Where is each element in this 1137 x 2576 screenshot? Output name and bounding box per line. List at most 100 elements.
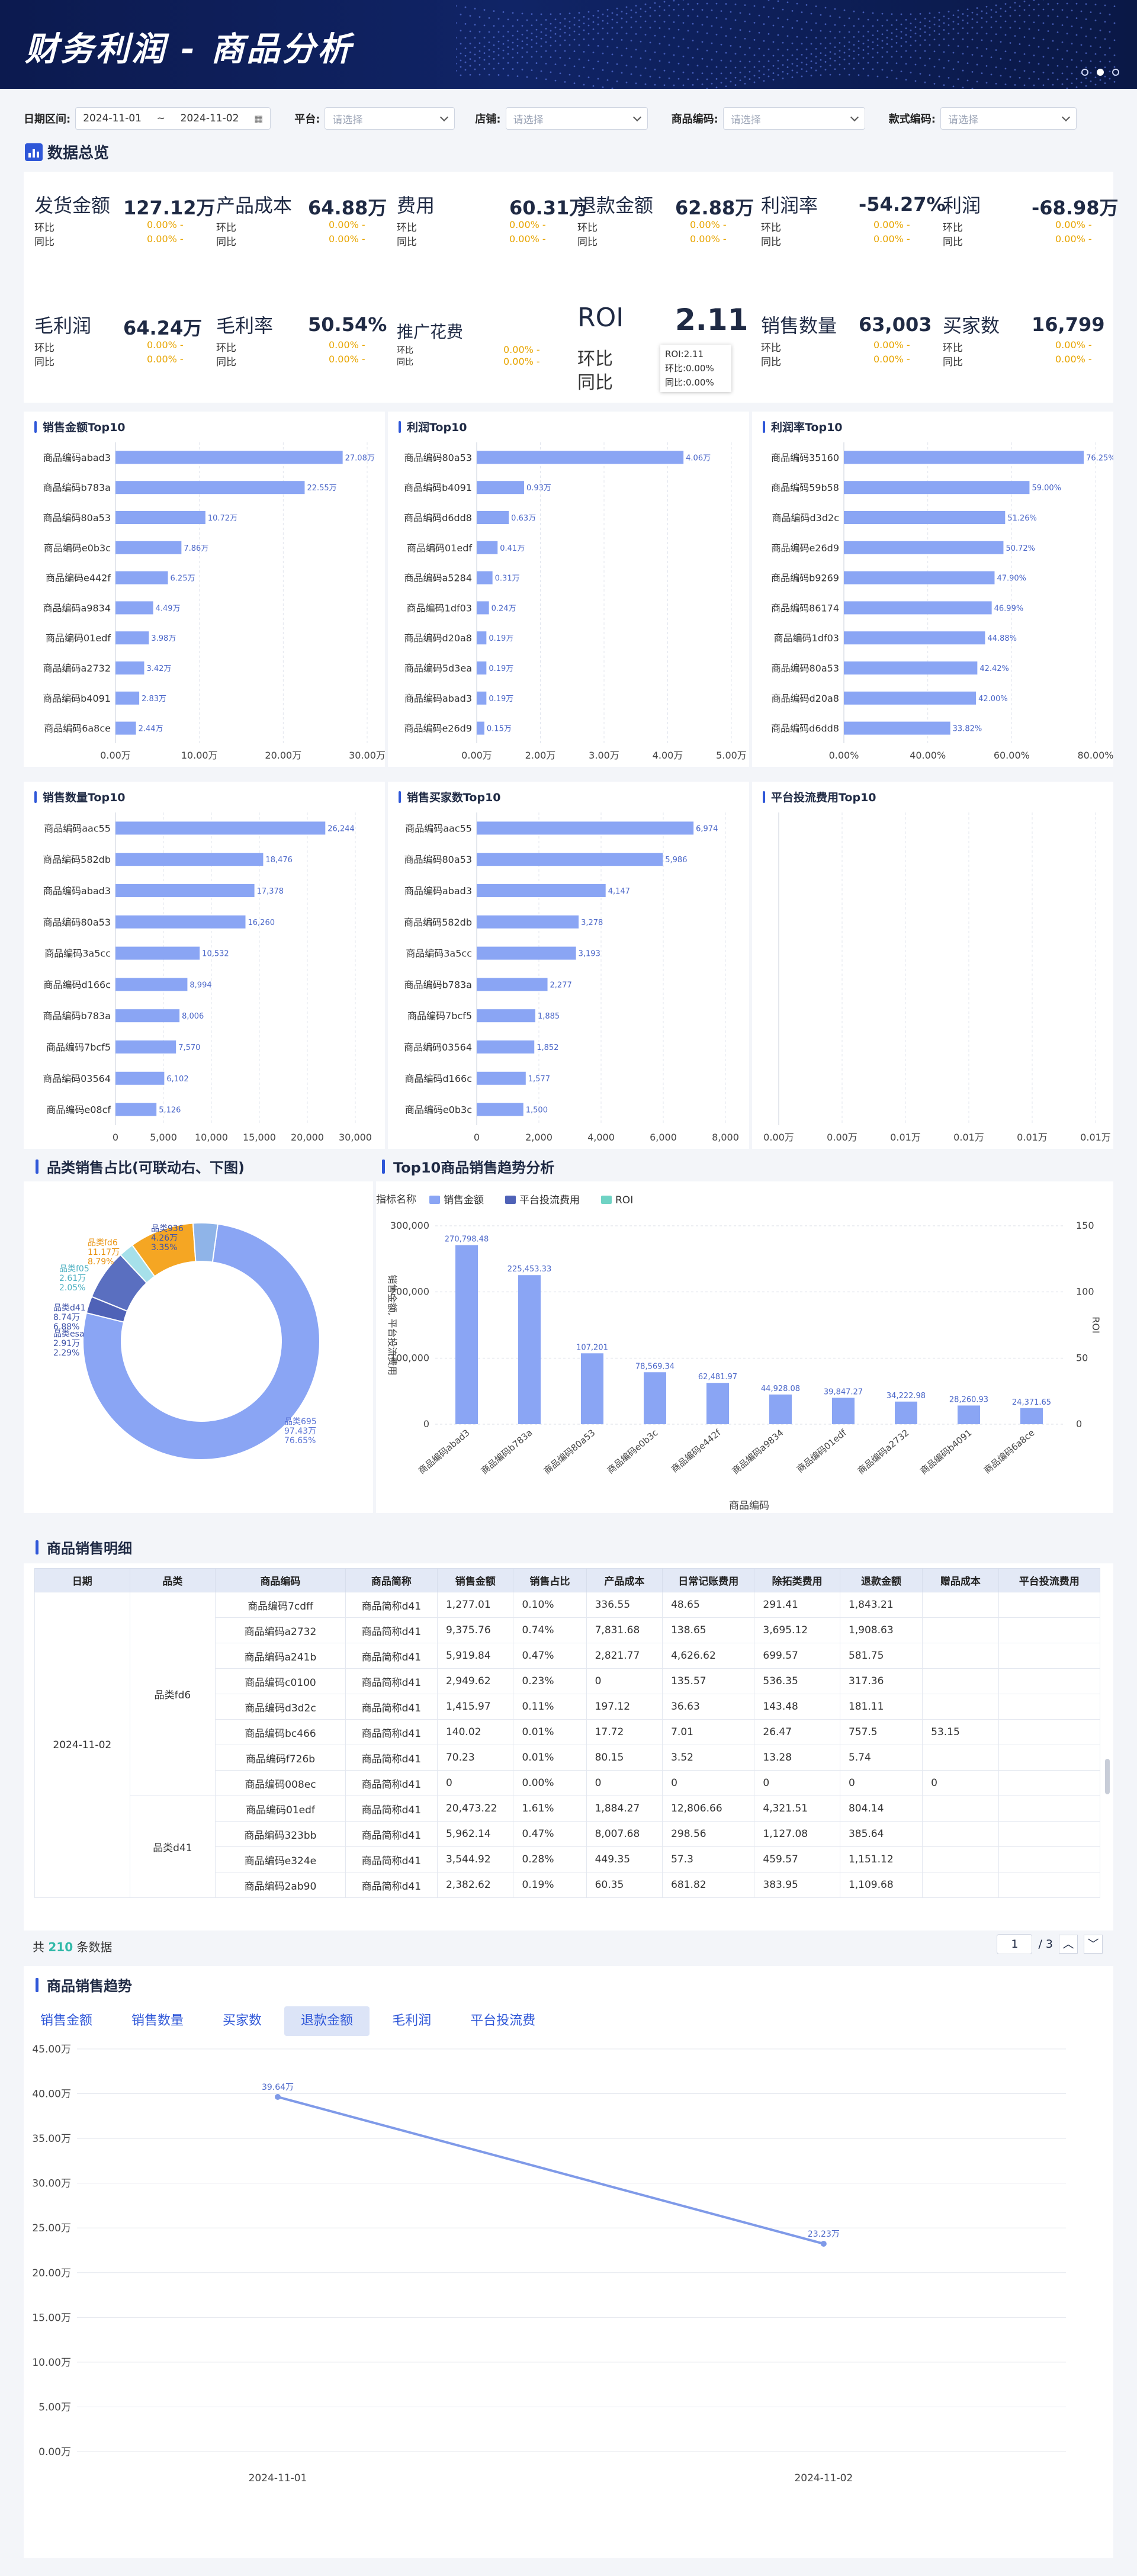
platform-select[interactable]: 请选择 [325,107,455,130]
table-cell: 商品编码f726b [215,1745,346,1771]
table-header-cell[interactable]: 除拓类费用 [754,1568,840,1592]
style-code-select[interactable]: 请选择 [940,107,1077,130]
x-tick-label: 0.00% [829,750,859,761]
kpi-label: 利润 [943,194,981,217]
table-header-cell[interactable]: 赠品成本 [922,1568,999,1592]
table-row[interactable]: 商品编码323bb 商品简称d41 5,962.14 0.47% 8,007.68 298… [35,1821,1100,1847]
trend-tab[interactable]: 买家数 [223,2013,262,2028]
table-header-cell[interactable]: 退款金额 [839,1568,923,1592]
kpi-tongbi-label: 同比 [397,236,417,248]
x-tick-label: 商品编码6a8ce [982,1427,1037,1476]
y-tick-label: 商品编码b9269 [771,573,839,584]
carousel-dot[interactable] [1112,69,1119,76]
trend-tab[interactable]: 销售数量 [131,2013,184,2028]
kpi-value: 50.54% [308,313,387,336]
table-cell: 26.47 [754,1719,840,1745]
kpi-tongbi-label: 同比 [216,356,236,368]
bar-label: 62,481.97 [698,1373,737,1382]
table-row[interactable]: 商品编码d3d2c 商品简称d41 1,415.97 0.11% 197.12 36.63… [35,1694,1100,1720]
bar [477,821,694,835]
page-next-button[interactable]: ﹀ [1084,1935,1103,1954]
pie-label-value: 11.17万 [88,1248,120,1257]
pie-label-pct: 76.65% [284,1436,316,1446]
bar-label: 0.19万 [489,664,513,673]
kpi-value: -54.27% [859,193,946,216]
carousel-dot-active[interactable] [1097,69,1104,76]
table-header-cell[interactable]: 产品成本 [586,1568,663,1592]
shop-select[interactable]: 请选择 [505,107,648,130]
table-row[interactable]: 商品编码c0100 商品简称d41 2,949.62 0.23% 0 135.57 536.… [35,1668,1100,1694]
bar-label: 0.19万 [489,695,513,704]
table-header-cell[interactable]: 日期 [34,1568,130,1592]
y-tick-label: 商品编码b783a [404,979,472,990]
table-row[interactable]: 商品编码a241b 商品简称d41 5,919.84 0.47% 2,821.77 4,6… [35,1643,1100,1669]
x-tick-label: 0.01万 [1080,1132,1111,1143]
table-row[interactable]: 商品编码bc466 商品简称d41 140.02 0.01% 17.72 7.01 26.4… [35,1719,1100,1745]
trend-tab[interactable]: 毛利润 [392,2013,432,2028]
chevron-down-icon [850,113,859,121]
table-header-cell[interactable]: 品类 [129,1568,216,1592]
bar [455,1245,478,1424]
kpi-value: 64.24万 [123,317,203,339]
bar [115,884,255,897]
chevron-down-icon [632,113,641,121]
pie-label-name: 品类695 [284,1417,317,1427]
bar-label: 27.08万 [345,454,375,462]
page-total: / 3 [1038,1938,1053,1951]
table-cell [922,1617,999,1643]
point-label: 23.23万 [808,2230,840,2239]
table-cell: 0.47% [513,1643,587,1669]
table-header-cell[interactable]: 商品编码 [215,1568,346,1592]
table-cell: 181.11 [839,1694,923,1720]
table-cell: 商品简称d41 [345,1872,438,1898]
table-row[interactable]: 商品编码f726b 商品简称d41 70.23 0.01% 80.15 3.52 13.28… [35,1745,1100,1771]
page-prev-button[interactable]: ︿ [1059,1935,1078,1954]
trend-tab[interactable]: 退款金额 [284,2006,370,2036]
table-cell: 70.23 [436,1745,514,1771]
table-header-cell[interactable]: 销售金额 [436,1568,514,1592]
bar-label: 8,006 [182,1012,204,1021]
table-row[interactable]: 商品编码e324e 商品简称d41 3,544.92 0.28% 449.35 57.3 4… [35,1846,1100,1872]
pagination: 1 / 3 ︿ ﹀ [997,1934,1103,1954]
table-row[interactable]: 商品编码a2732 商品简称d41 9,375.76 0.74% 7,831.68 138… [35,1617,1100,1643]
table-row[interactable]: 2024-11-02 品类fd6 商品编码7cdff 商品简称d41 1,277.01 0… [34,1592,1100,1898]
bar-label: 24,371.65 [1012,1398,1051,1407]
detail-table-wrap[interactable]: 日期 品类 商品编码 商品简称 销售金额 销售占比 产品成本 日常记账费用 除拓类费用 退款金额赠… [34,1568,1100,1923]
table-header-cell[interactable]: 商品简称 [345,1568,438,1592]
trend-tab[interactable]: 销售金额 [40,2013,93,2028]
y-tick-label: 商品编码abad3 [43,885,111,897]
kpi-label: 发货金额 [34,194,111,217]
page-input[interactable]: 1 [997,1934,1033,1954]
table-cell: 0.00% [513,1770,587,1796]
bar [115,853,264,866]
bar [477,853,663,866]
kpi-tongbi-label: 同比 [577,236,598,248]
y-tick-label: 25.00万 [32,2222,71,2234]
table-row[interactable]: 商品编码2ab90 商品简称d41 2,382.62 0.19% 60.35 681.82… [35,1872,1100,1898]
bar [844,511,1006,524]
table-header-cell[interactable]: 平台投流费用 [998,1568,1100,1592]
table-header-cell[interactable]: 日常记账费用 [662,1568,755,1592]
y-tick-label: 商品编码5d3ea [404,663,472,674]
date-range-picker[interactable]: 2024-11-01 ~ 2024-11-02 ▦ [75,107,271,130]
detail-table-card: 日期 品类 商品编码 商品简称 销售金额 销售占比 产品成本 日常记账费用 除拓类费用 退款金额赠… [24,1563,1113,1931]
legend-item: 销售金额 [444,1194,484,1206]
y-tick-label: 商品编码e442f [46,573,111,584]
table-header-cell[interactable]: 销售占比 [513,1568,587,1592]
kpi-huanbi-value: 0.00% - [1055,219,1092,230]
table-row[interactable]: 品类d41 商品编码01edf 商品简称d41 20,473.22 1.61% 1,884… [35,1796,1100,1898]
y-tick-label: 45.00万 [32,2044,71,2055]
y-tick-label: 35.00万 [32,2133,71,2145]
bar-label: 44.88% [987,634,1017,643]
pie-label-name: 品类936 [151,1224,184,1234]
carousel-dot[interactable] [1081,69,1088,76]
product-code-select[interactable]: 请选择 [722,107,865,130]
sales-top10-card: 销售金额Top10 0.00万 10.00万 20.00万 30.00万 商品编码aba… [24,412,386,767]
table-scrollbar[interactable] [1105,1759,1110,1794]
y-tick-label: 200,000 [390,1286,429,1297]
table-cell [998,1745,1100,1771]
shop-placeholder: 请选择 [513,114,544,126]
trend-tab[interactable]: 平台投流费 [470,2013,536,2028]
